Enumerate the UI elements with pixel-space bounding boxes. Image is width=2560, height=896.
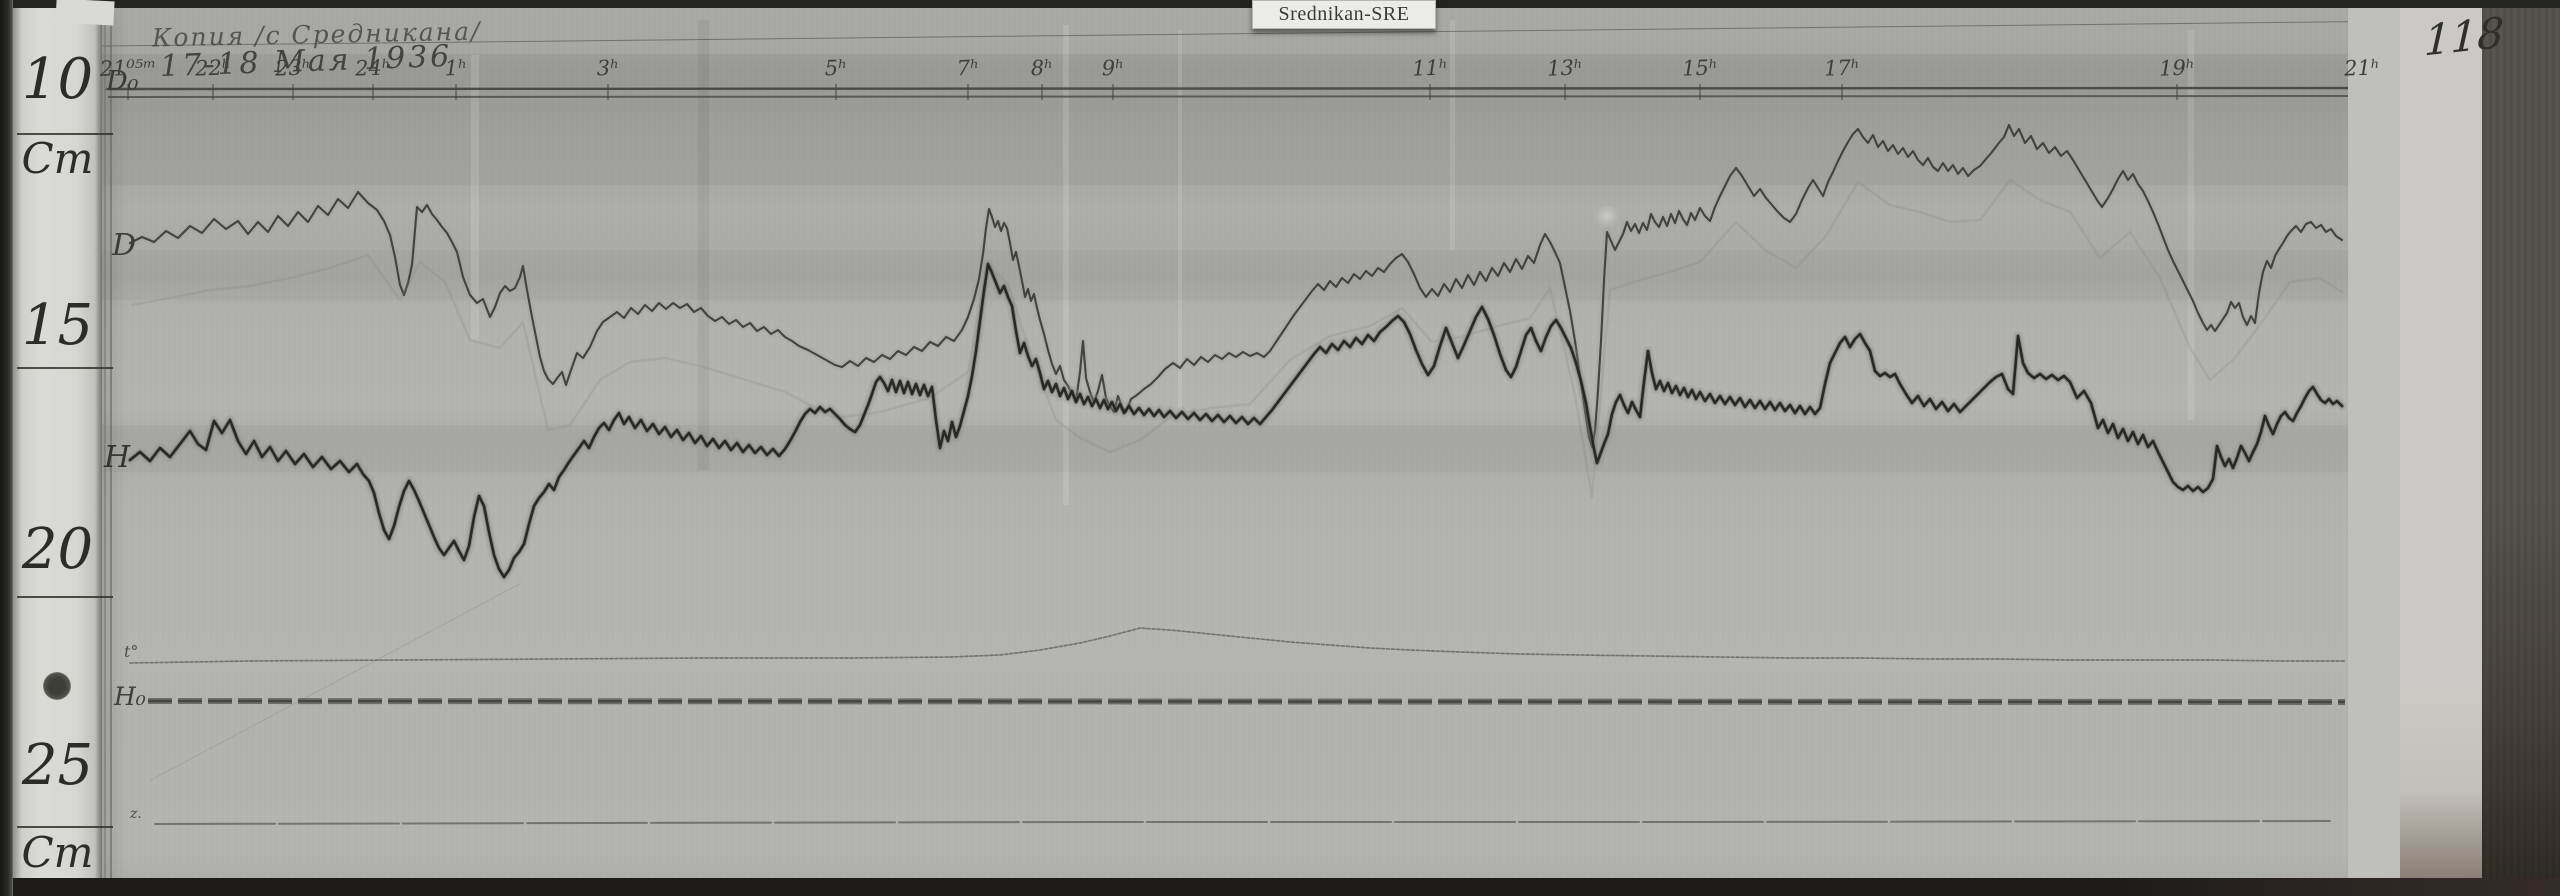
paper-left-shadow	[102, 8, 128, 878]
ruler-cm-label: 20	[21, 517, 94, 582]
hour-label: 24ʰ	[354, 55, 392, 81]
light-smudge	[1594, 205, 1620, 227]
ruler-cm-label: Cm	[21, 134, 94, 183]
h0-baseline-label: H₀	[114, 682, 146, 711]
ruler-cm-label: 15	[21, 293, 94, 358]
hour-label: 7ʰ	[956, 55, 980, 81]
h-trace-line	[127, 261, 2345, 580]
ruler-hole	[43, 672, 71, 700]
scratch-streak	[471, 55, 479, 340]
hour-label: 11ʰ	[1411, 55, 1449, 81]
ruler-tick-line	[17, 133, 113, 135]
hour-label: 21⁰⁵ᵐ	[99, 55, 157, 81]
hour-label: 15ʰ	[1681, 55, 1719, 81]
ruler-tick-line	[17, 367, 113, 369]
d-trace-line	[126, 121, 2346, 451]
d0_upper-baseline-line	[107, 86, 2391, 91]
table-edge-bottom	[0, 878, 2560, 896]
d-trace-line	[128, 123, 2344, 449]
d-trace-label: D	[112, 228, 137, 263]
scratch-streak	[1450, 20, 1455, 250]
z_base-trace-line	[154, 820, 2331, 825]
hour-label: 19ʰ	[2158, 55, 2196, 81]
scratch-streak	[2188, 30, 2194, 420]
hour-label: 13ʰ	[1546, 55, 1584, 81]
hour-label: 17ʰ	[1823, 55, 1861, 81]
temperature-trace-label: t°	[124, 642, 139, 661]
hour-label: 22ʰ	[194, 55, 232, 81]
exposure-band	[102, 54, 2348, 112]
t-trace-line	[129, 627, 2346, 664]
chart-left-rule	[104, 18, 106, 878]
d0-baseline-label: D₀	[106, 66, 139, 97]
hour-label: 9ʰ	[1101, 55, 1125, 81]
backing-paper-strip	[2400, 8, 2482, 878]
ruler-cm-label: 10	[21, 47, 94, 112]
d0_lower-baseline-line	[107, 95, 2391, 98]
chart-left-rule	[110, 18, 112, 878]
hour-label: 23ʰ	[274, 55, 312, 81]
hour-label: 5ʰ	[824, 55, 848, 81]
ruler-cm-label: Cm	[21, 828, 94, 877]
hour-label: 3ʰ	[596, 55, 620, 81]
ruler-tick-line	[17, 826, 113, 828]
scratch-streak	[1178, 30, 1182, 410]
z-baseline-label: z.	[130, 806, 142, 822]
scratch-streak	[1063, 25, 1069, 505]
hour-label: 21ʰ	[2343, 55, 2381, 81]
paper-margin-strip	[2348, 8, 2400, 878]
page-number: 118	[2423, 7, 2505, 66]
h-trace-line	[128, 262, 2344, 579]
station-label-box: Srednikan-SRE	[1252, 0, 1436, 29]
ruler-cm-label: 25	[21, 733, 94, 798]
station-label: Srednikan-SRE	[1278, 3, 1410, 25]
h0-baseline-line	[147, 699, 2346, 704]
dark-streak	[698, 20, 709, 470]
table-edge-left	[0, 0, 13, 896]
hour-label: 8ʰ	[1030, 55, 1054, 81]
h-trace-label: H	[104, 440, 131, 475]
ruler-tick-line	[17, 596, 113, 598]
d_ghost-trace-line	[130, 178, 2344, 499]
chart-paper	[102, 8, 2348, 878]
ruler-strip: 10 Cm 15 20 25 Cm	[13, 0, 113, 878]
hour-label: 1ʰ	[444, 55, 468, 81]
table-edge-right	[2482, 8, 2560, 896]
tape-scrap	[55, 0, 115, 26]
